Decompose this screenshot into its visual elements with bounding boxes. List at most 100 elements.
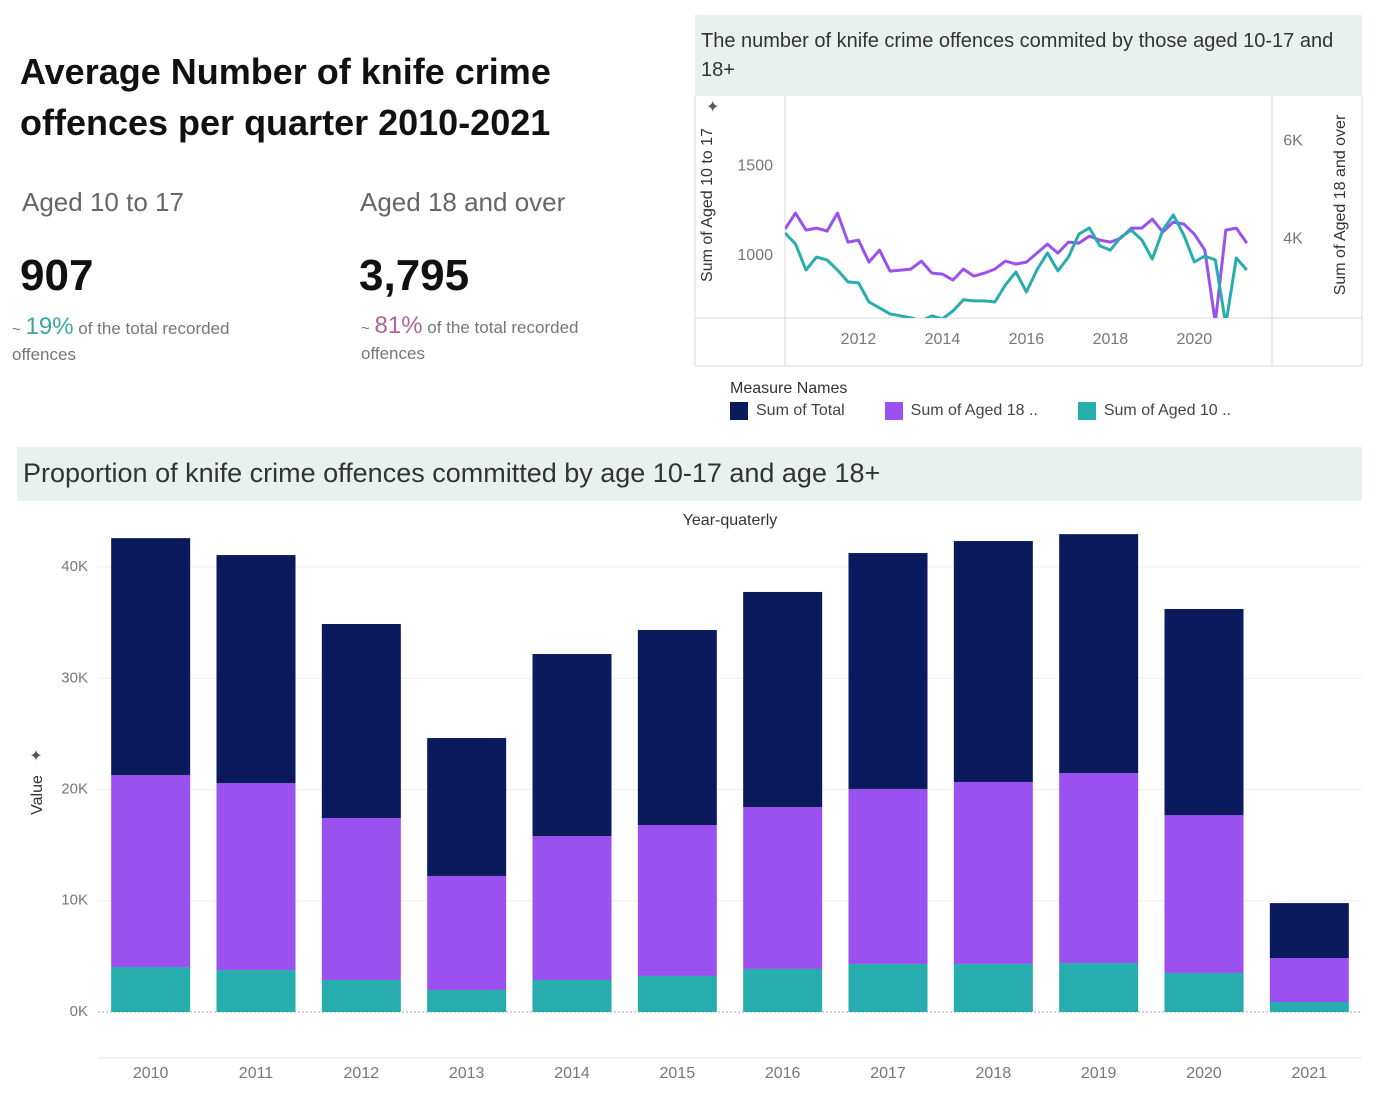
bar-segment [743, 968, 823, 1012]
bar-segment [532, 836, 612, 980]
legend-item: Sum of Aged 18 .. [884, 402, 1038, 420]
x-tick-label: 2020 [1186, 1065, 1222, 1082]
bar-segment [1059, 534, 1139, 774]
plot-area [785, 211, 1249, 318]
bar-segment [848, 553, 928, 789]
x-tick-label: 2021 [1292, 1065, 1328, 1082]
bar-segment [953, 781, 1033, 964]
pin-icon: ✦ [706, 99, 719, 116]
kpi-note: ~ 19% of the total recorded offences [12, 314, 262, 367]
legend-item: Sum of Aged 10 .. [1077, 402, 1232, 420]
kpi-note-text: of the total recorded offences [12, 319, 230, 364]
bar-segment [1269, 958, 1349, 1002]
legend-items: Sum of Total Sum of Aged 18 .. Sum of Aged… [730, 402, 1271, 425]
kpi-label: Aged 18 and over [360, 187, 566, 217]
bar-segment [321, 818, 401, 980]
legend-title: Measure Names [730, 380, 848, 397]
bar-segment [637, 630, 717, 826]
bar-segment [1059, 773, 1139, 964]
y-axis-label: Value [29, 775, 46, 815]
kpi-prefix: ~ [12, 321, 21, 338]
kpi-value: 907 [20, 251, 94, 300]
x-tick-label: 2013 [449, 1065, 485, 1082]
x-tick-label: 2019 [1081, 1065, 1117, 1082]
line-chart-frame [694, 96, 1363, 367]
bar-segment [848, 788, 928, 964]
x-tick-label: 2012 [344, 1065, 380, 1082]
pin-icon: ✦ [29, 748, 42, 765]
bar-segment [532, 979, 612, 1012]
legend: Measure Names Sum of Total Sum of Aged 18… [730, 380, 1271, 425]
bar-segment [111, 538, 191, 776]
y2-tick-label: 6K [1283, 132, 1303, 149]
y2-tick-label: 4K [1283, 230, 1303, 247]
x-tick-label: 2014 [554, 1065, 590, 1082]
y-tick-label: 10K [61, 892, 88, 909]
bar-segment [637, 975, 717, 1012]
y-tick-label: 40K [61, 558, 88, 575]
x-tick-label: 2010 [133, 1065, 169, 1082]
dashboard-title: Average Number of knife crime offences p… [20, 51, 551, 143]
x-tick-label: 2014 [925, 331, 961, 348]
legend-swatch [730, 402, 748, 420]
bar-segment [427, 989, 507, 1012]
x-axis-label: Year-quaterly [683, 512, 778, 529]
bar-segment [953, 541, 1033, 782]
x-tick-label: 2018 [976, 1065, 1012, 1082]
x-tick-label: 2011 [239, 1065, 274, 1082]
bar-segment [637, 825, 717, 976]
x-tick-label: 2015 [660, 1065, 696, 1082]
bar-segment [1269, 903, 1349, 959]
y-tick-label: 20K [61, 780, 88, 797]
bar-segment [1164, 972, 1244, 1012]
kpi-share: 81% [374, 312, 423, 339]
y-tick-label: 30K [61, 669, 88, 686]
bar-segment [321, 624, 401, 819]
x-tick-label: 2020 [1177, 331, 1213, 348]
x-tick-label: 2018 [1093, 331, 1129, 348]
kpi-value: 3,795 [359, 251, 470, 300]
y-tick-label: 0K [70, 1003, 88, 1020]
legend-swatch [884, 402, 903, 420]
bar-segment [743, 591, 823, 807]
bar-segment [111, 775, 191, 967]
kpi-label: Aged 10 to 17 [22, 187, 184, 217]
legend-label: Sum of Total [756, 402, 845, 419]
bar-segment [1164, 815, 1244, 973]
bar-segment [848, 963, 928, 1012]
bar-segment [1269, 1001, 1349, 1012]
bar-segment [1059, 963, 1139, 1012]
y-tick-label: 1500 [737, 157, 773, 174]
y-tick-label: 1000 [737, 247, 773, 264]
x-tick-label: 2017 [870, 1065, 906, 1082]
kpi-note: ~ 81% of the total recorded offences [361, 313, 611, 366]
x-tick-label: 2016 [1009, 331, 1045, 348]
bar-segment [216, 555, 296, 784]
legend-swatch [1077, 402, 1096, 420]
bar-segment [743, 806, 823, 969]
x-tick-label: 2012 [841, 331, 877, 348]
y-axis-label: Sum of Aged 10 to 17 [699, 128, 716, 282]
line-chart-title: The number of knife crime offences commi… [695, 15, 1362, 96]
bar-segment [1164, 608, 1244, 816]
legend-item: Sum of Total [730, 402, 845, 420]
bar-segment [321, 979, 401, 1012]
legend-label: Sum of Aged 18 .. [910, 402, 1038, 419]
line-series [785, 211, 1249, 318]
bar-segment [427, 875, 507, 990]
x-tick-label: 2016 [765, 1065, 801, 1082]
kpi-share: 19% [25, 313, 74, 340]
kpi-note-text: of the total recorded offences [361, 318, 579, 363]
bar-chart-title: Proportion of knife crime offences commi… [17, 447, 1362, 501]
bar-segment [427, 738, 507, 876]
bar-segment [216, 783, 296, 970]
bar-segment [953, 963, 1033, 1012]
bar-segment [111, 966, 191, 1012]
bar-segment [216, 969, 296, 1012]
legend-label: Sum of Aged 10 .. [1103, 402, 1232, 419]
kpi-prefix: ~ [361, 320, 370, 337]
y2-axis-label: Sum of Aged 18 and over [1332, 114, 1349, 295]
line-series [785, 213, 1248, 318]
